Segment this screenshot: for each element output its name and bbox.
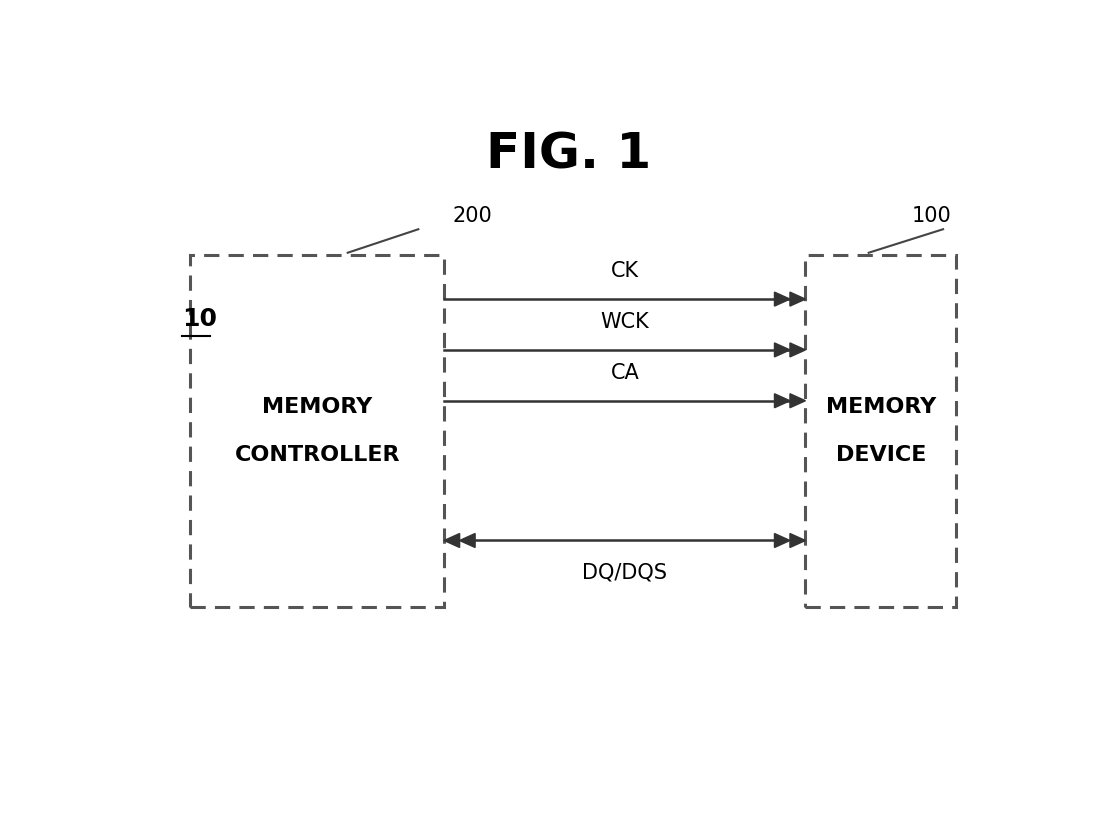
Text: MEMORY: MEMORY	[826, 397, 936, 417]
Text: FIG. 1: FIG. 1	[486, 131, 652, 179]
Polygon shape	[775, 292, 790, 306]
Polygon shape	[790, 292, 806, 306]
Text: CK: CK	[610, 262, 639, 281]
Text: 10: 10	[182, 307, 216, 331]
Bar	[806, 255, 956, 607]
Polygon shape	[790, 534, 806, 548]
Text: DEVICE: DEVICE	[836, 445, 926, 465]
Text: MEMORY: MEMORY	[262, 397, 372, 417]
Bar	[191, 255, 444, 607]
Text: WCK: WCK	[601, 312, 649, 332]
Polygon shape	[790, 343, 806, 357]
Text: 200: 200	[453, 206, 493, 226]
Text: 100: 100	[912, 206, 951, 226]
Polygon shape	[775, 343, 790, 357]
Text: CA: CA	[610, 363, 639, 383]
Text: CONTROLLER: CONTROLLER	[234, 445, 400, 465]
Polygon shape	[775, 534, 790, 548]
Polygon shape	[790, 394, 806, 408]
Polygon shape	[460, 534, 475, 548]
Text: DQ/DQS: DQ/DQS	[583, 563, 667, 582]
Polygon shape	[775, 394, 790, 408]
Polygon shape	[444, 534, 460, 548]
